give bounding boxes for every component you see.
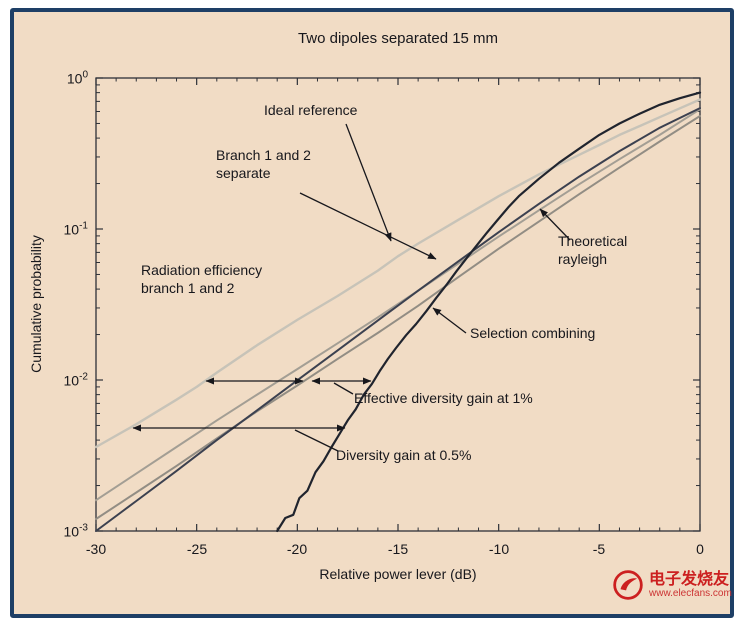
leader-diversity-gain-05 xyxy=(294,429,339,452)
curve-branch-2-separate xyxy=(95,108,701,502)
annotation-ideal-reference: Ideal reference xyxy=(264,102,358,118)
annotation-effective-diversity-gain: Effective diversity gain at 1% xyxy=(354,390,533,406)
y-tick-label: 10-1 xyxy=(63,220,88,238)
figure-frame xyxy=(10,8,734,618)
y-axis-label: Cumulative probability xyxy=(28,235,44,373)
curve-ideal-reference xyxy=(94,98,702,449)
annotation-selection-combining: Selection combining xyxy=(470,325,596,341)
x-tick-label: -30 xyxy=(85,541,107,557)
watermark-url: www.elecfans.com xyxy=(649,588,732,600)
leader-effective-diversity-gain xyxy=(333,382,354,395)
elecfans-logo-icon xyxy=(613,570,643,600)
arrow-branch-separate xyxy=(299,192,437,260)
arrow-theoretical-rayleigh xyxy=(539,208,571,241)
arrow-ideal-reference xyxy=(345,123,392,242)
curve-selection-combining xyxy=(276,91,702,533)
x-tick-label: -20 xyxy=(286,541,308,557)
y-tick-label: 100 xyxy=(66,69,88,87)
annotation-theoretical-rayleigh: Theoretical rayleigh xyxy=(558,233,628,267)
watermark: 电子发烧友 www.elecfans.com xyxy=(612,569,738,601)
annotation-diversity-gain: Diversity gain at 0.5% xyxy=(336,447,472,463)
x-tick-label: 0 xyxy=(696,541,704,557)
x-tick-label: -15 xyxy=(387,541,409,557)
y-tick-label: 10-3 xyxy=(63,522,88,540)
annotation-radiation-efficiency: Radiation efficiency branch 1 and 2 xyxy=(141,262,263,296)
annotation-branch-separate: Branch 1 and 2 separate xyxy=(216,147,311,181)
y-tick-label: 10-2 xyxy=(63,371,88,389)
arrow-selection-combining xyxy=(432,307,467,334)
chart-title: Two dipoles separated 15 mm xyxy=(297,30,499,47)
x-tick-label: -25 xyxy=(186,541,208,557)
watermark-brand: 电子发烧友 xyxy=(649,570,730,588)
curve-theoretical-rayleigh xyxy=(95,107,701,532)
curve-branch-1-separate xyxy=(95,115,701,520)
x-tick-label: -5 xyxy=(592,541,606,557)
x-tick-label: -10 xyxy=(488,541,510,557)
x-axis-label: Relative power lever (dB) xyxy=(319,566,477,582)
